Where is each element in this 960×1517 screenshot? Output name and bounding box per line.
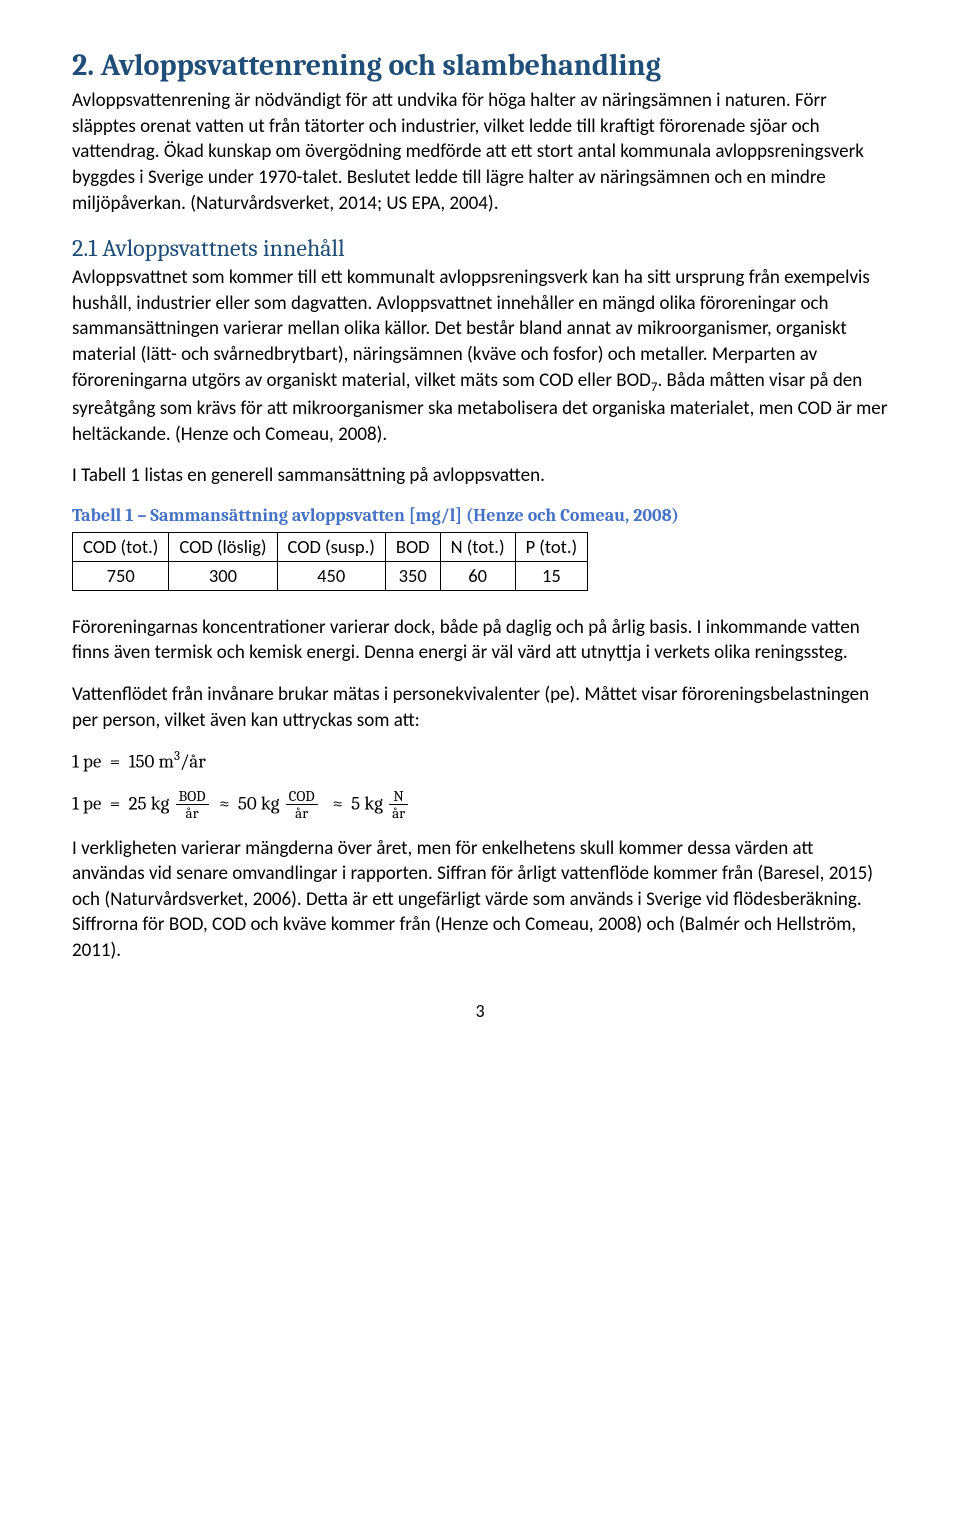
- body-paragraph: I verkligheten varierar mängderna över å…: [72, 836, 888, 964]
- table-cell: 450: [277, 561, 385, 590]
- equation: 1 pe = 25 kg BOD år ≈ 50 kg COD år ≈ 5 k…: [72, 788, 888, 822]
- page: 2. Avloppsvattenrening och slambehandlin…: [0, 0, 960, 1070]
- page-number: 3: [72, 1000, 888, 1022]
- composition-table: COD (tot.) COD (löslig) COD (susp.) BOD …: [72, 532, 588, 591]
- approx-icon: ≈: [219, 792, 230, 814]
- table-cell: 350: [385, 561, 440, 590]
- body-paragraph: Vattenflödet från invånare brukar mätas …: [72, 682, 888, 733]
- eq-coef: 5 kg: [351, 792, 383, 814]
- body-paragraph: I Tabell 1 listas en generell sammansätt…: [72, 463, 888, 489]
- body-paragraph: Avloppsvattnet som kommer till ett kommu…: [72, 265, 888, 447]
- eq-fraction: BOD år: [176, 788, 209, 822]
- table-cell: 750: [73, 561, 169, 590]
- table-header-cell: P (tot.): [515, 532, 588, 561]
- eq-denominator: år: [286, 805, 318, 822]
- body-paragraph: Föroreningarnas koncentrationer varierar…: [72, 615, 888, 666]
- eq-numerator: COD: [286, 788, 318, 806]
- approx-icon: ≈: [332, 792, 343, 814]
- table-header-cell: COD (tot.): [73, 532, 169, 561]
- table-header-cell: COD (löslig): [169, 532, 277, 561]
- table-header-row: COD (tot.) COD (löslig) COD (susp.) BOD …: [73, 532, 588, 561]
- eq-denominator: år: [389, 805, 408, 822]
- eq-numerator: N: [389, 788, 408, 806]
- eq-lhs: 1 pe: [72, 751, 101, 773]
- eq-fraction: COD år: [286, 788, 318, 822]
- eq-coef: 25 kg: [129, 792, 170, 814]
- equation: 1 pe = 150 m3/år: [72, 749, 888, 773]
- table-cell: 15: [515, 561, 588, 590]
- eq-coef: 50 kg: [238, 792, 280, 814]
- body-paragraph: Avloppsvattenrening är nödvändigt för at…: [72, 88, 888, 216]
- section-heading: 2. Avloppsvattenrening och slambehandlin…: [72, 48, 888, 84]
- paragraph-text: Avloppsvattnet som kommer till ett kommu…: [72, 266, 887, 446]
- table-header-cell: COD (susp.): [277, 532, 385, 561]
- eq-fraction: N år: [389, 788, 408, 822]
- table-row: 750 300 450 350 60 15: [73, 561, 588, 590]
- table-header-cell: N (tot.): [440, 532, 515, 561]
- eq-denominator: år: [176, 805, 209, 822]
- eq-numerator: BOD: [176, 788, 209, 806]
- eq-unit-den: /år: [180, 751, 206, 773]
- subsection-heading: 2.1 Avloppsvattnets innehåll: [72, 234, 888, 263]
- eq-unit: m: [159, 751, 174, 773]
- eq-lhs: 1 pe: [72, 792, 101, 814]
- table-caption: Tabell 1 – Sammansättning avloppsvatten …: [72, 505, 888, 526]
- table-header-cell: BOD: [385, 532, 440, 561]
- eq-value: 150: [129, 751, 155, 773]
- table-cell: 60: [440, 561, 515, 590]
- table-cell: 300: [169, 561, 277, 590]
